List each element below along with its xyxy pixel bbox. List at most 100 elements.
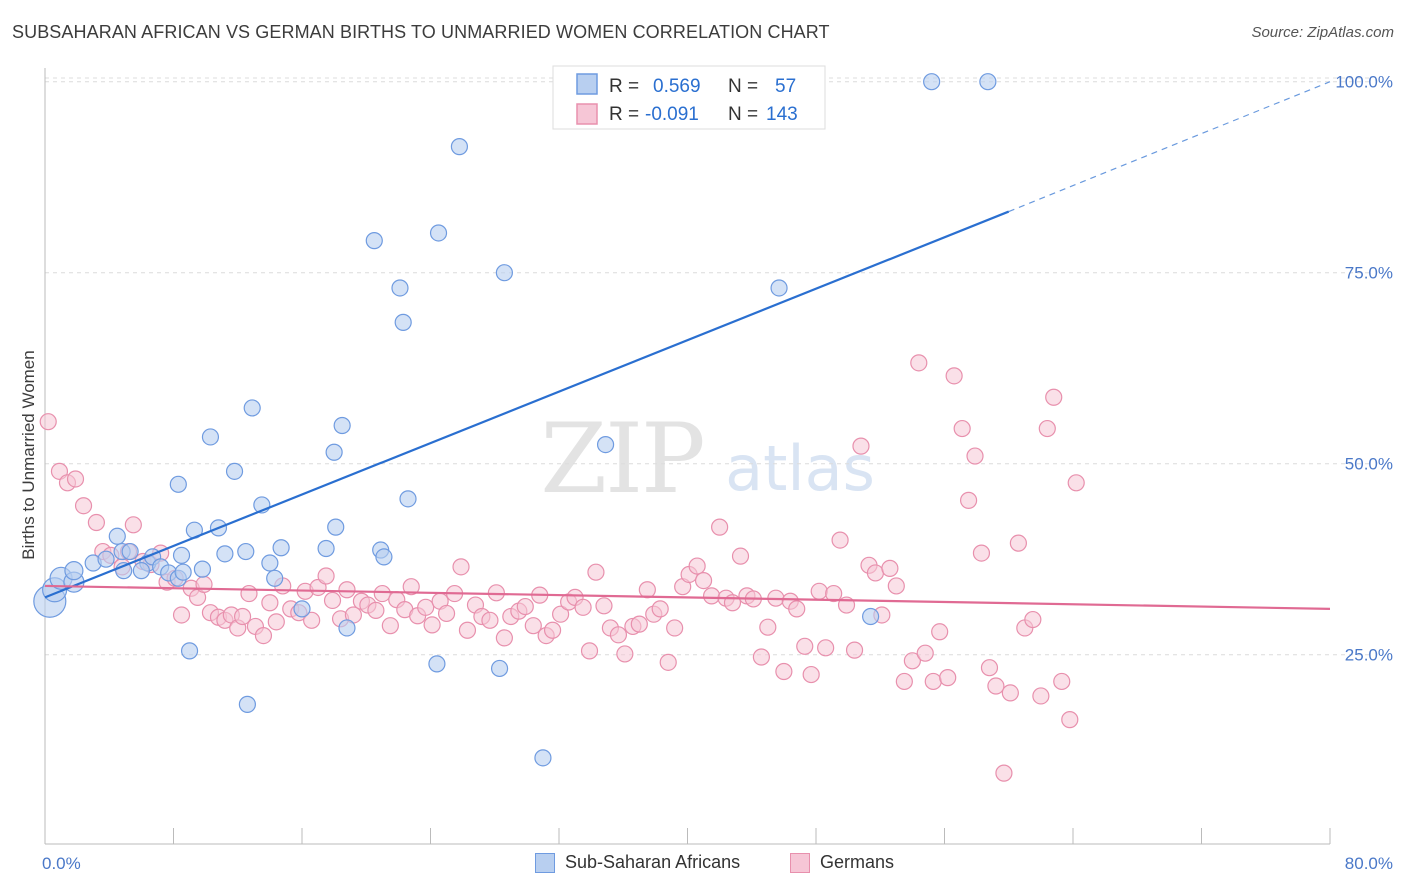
germans-point [254, 626, 273, 645]
germans-point [417, 598, 435, 616]
germans-point [481, 611, 499, 629]
germans-point [437, 604, 456, 623]
germans-point [752, 648, 770, 666]
germans-point [240, 584, 258, 603]
germans-point [1024, 610, 1042, 629]
subsaharan-point [375, 548, 393, 566]
subsaharan-point [225, 462, 244, 480]
germans-point [124, 516, 142, 534]
subsaharan-point [261, 554, 279, 572]
germans-point [516, 597, 534, 616]
watermark: ZIP atlas [540, 403, 875, 515]
germans-point [574, 598, 592, 616]
legend-item-subsaharan: Sub-Saharan Africans [535, 852, 740, 873]
subsaharan-point [325, 443, 343, 461]
legend-label-germans: Germans [820, 852, 895, 872]
germans-point [381, 617, 399, 635]
germans-point [788, 600, 806, 618]
germans-point [317, 567, 335, 585]
germans-point [524, 617, 542, 635]
legend-n-value-2: 143 [766, 104, 798, 125]
subsaharan-point [293, 600, 311, 618]
y-axis-label: Births to Unmarried Women [19, 350, 38, 559]
germans-point [959, 491, 978, 509]
legend-swatch-subsaharan [535, 852, 555, 873]
germans-point [825, 584, 843, 603]
subsaharan-point [327, 518, 345, 536]
germans-point [931, 623, 949, 641]
germans-point [881, 559, 899, 577]
subsaharan-point [193, 560, 212, 578]
legend-r-value-2: -0.091 [645, 104, 699, 125]
germans-point [267, 613, 285, 631]
subsaharan-point [317, 539, 335, 558]
germans-point [609, 626, 628, 644]
germans-point [903, 652, 921, 670]
germans-point [1067, 474, 1085, 492]
germans-point [995, 764, 1013, 782]
subsaharan-point [365, 232, 383, 250]
germans-point [638, 581, 656, 599]
subsaharan-point [174, 563, 192, 581]
subsaharan-point [862, 607, 880, 626]
grid [45, 77, 1370, 656]
germans-point [945, 367, 963, 385]
germans-point [666, 619, 684, 637]
subsaharan-point [333, 416, 351, 435]
germans-point [987, 677, 1005, 695]
trend-lines [44, 81, 1331, 610]
germans-point [1038, 419, 1056, 438]
y-tick-label: 25.0% [1345, 646, 1393, 665]
legend-r-value-1: 0.569 [653, 76, 701, 97]
germans-point [373, 584, 391, 603]
subsaharan-point [64, 561, 84, 581]
germans-point [423, 616, 441, 634]
x-tick-label-max: 80.0% [1345, 854, 1393, 873]
germans-point [852, 437, 870, 455]
germans-point [338, 581, 356, 599]
subsaharan-point [180, 642, 199, 660]
germans-point [495, 629, 513, 647]
germans-point [74, 497, 93, 515]
y-tick-label: 100.0% [1335, 73, 1393, 92]
subsaharan-point [238, 695, 256, 713]
legend-r-label-1: R = [609, 76, 639, 97]
germans-point [916, 644, 934, 662]
subsaharan-point [428, 655, 446, 673]
germans-point [759, 618, 777, 636]
germans-point [458, 621, 477, 639]
germans-point [630, 615, 648, 633]
legend-swatch-germans [790, 852, 810, 873]
subsaharan-point [108, 527, 126, 545]
germans-point [87, 513, 106, 532]
germans-point [1009, 534, 1027, 552]
germans-point [688, 557, 706, 575]
subsaharan-point [169, 475, 187, 493]
germans-point [796, 637, 814, 655]
watermark-zip: ZIP [540, 403, 703, 515]
germans-point [817, 639, 835, 657]
germans-point [810, 582, 828, 600]
germans-point [452, 558, 470, 576]
legend-r-label-2: R = [609, 104, 639, 125]
subsaharan-point [399, 490, 417, 508]
subsaharan-point [596, 436, 615, 454]
germans-point [261, 594, 279, 612]
germans-point [303, 611, 321, 629]
y-tick-labels: 25.0% 50.0% 75.0% 100.0% [1335, 73, 1393, 665]
germans-point [172, 606, 191, 624]
subsaharan-point [201, 428, 220, 446]
subsaharan-trend-line [44, 210, 1010, 599]
germans-point [402, 578, 420, 596]
subsaharan-point [979, 73, 997, 91]
germans-point [616, 645, 634, 663]
germans-point [866, 564, 885, 582]
legend-n-value-1: 57 [775, 76, 796, 97]
germans-point [731, 547, 750, 565]
germans-point [1032, 687, 1050, 705]
correlation-legend: R = 0.569 N = 57 R = -0.091 N = 143 [552, 65, 826, 130]
subsaharan-trend-extension [1008, 81, 1331, 213]
legend-item-germans: Germans [790, 852, 894, 873]
germans-point [587, 563, 605, 581]
